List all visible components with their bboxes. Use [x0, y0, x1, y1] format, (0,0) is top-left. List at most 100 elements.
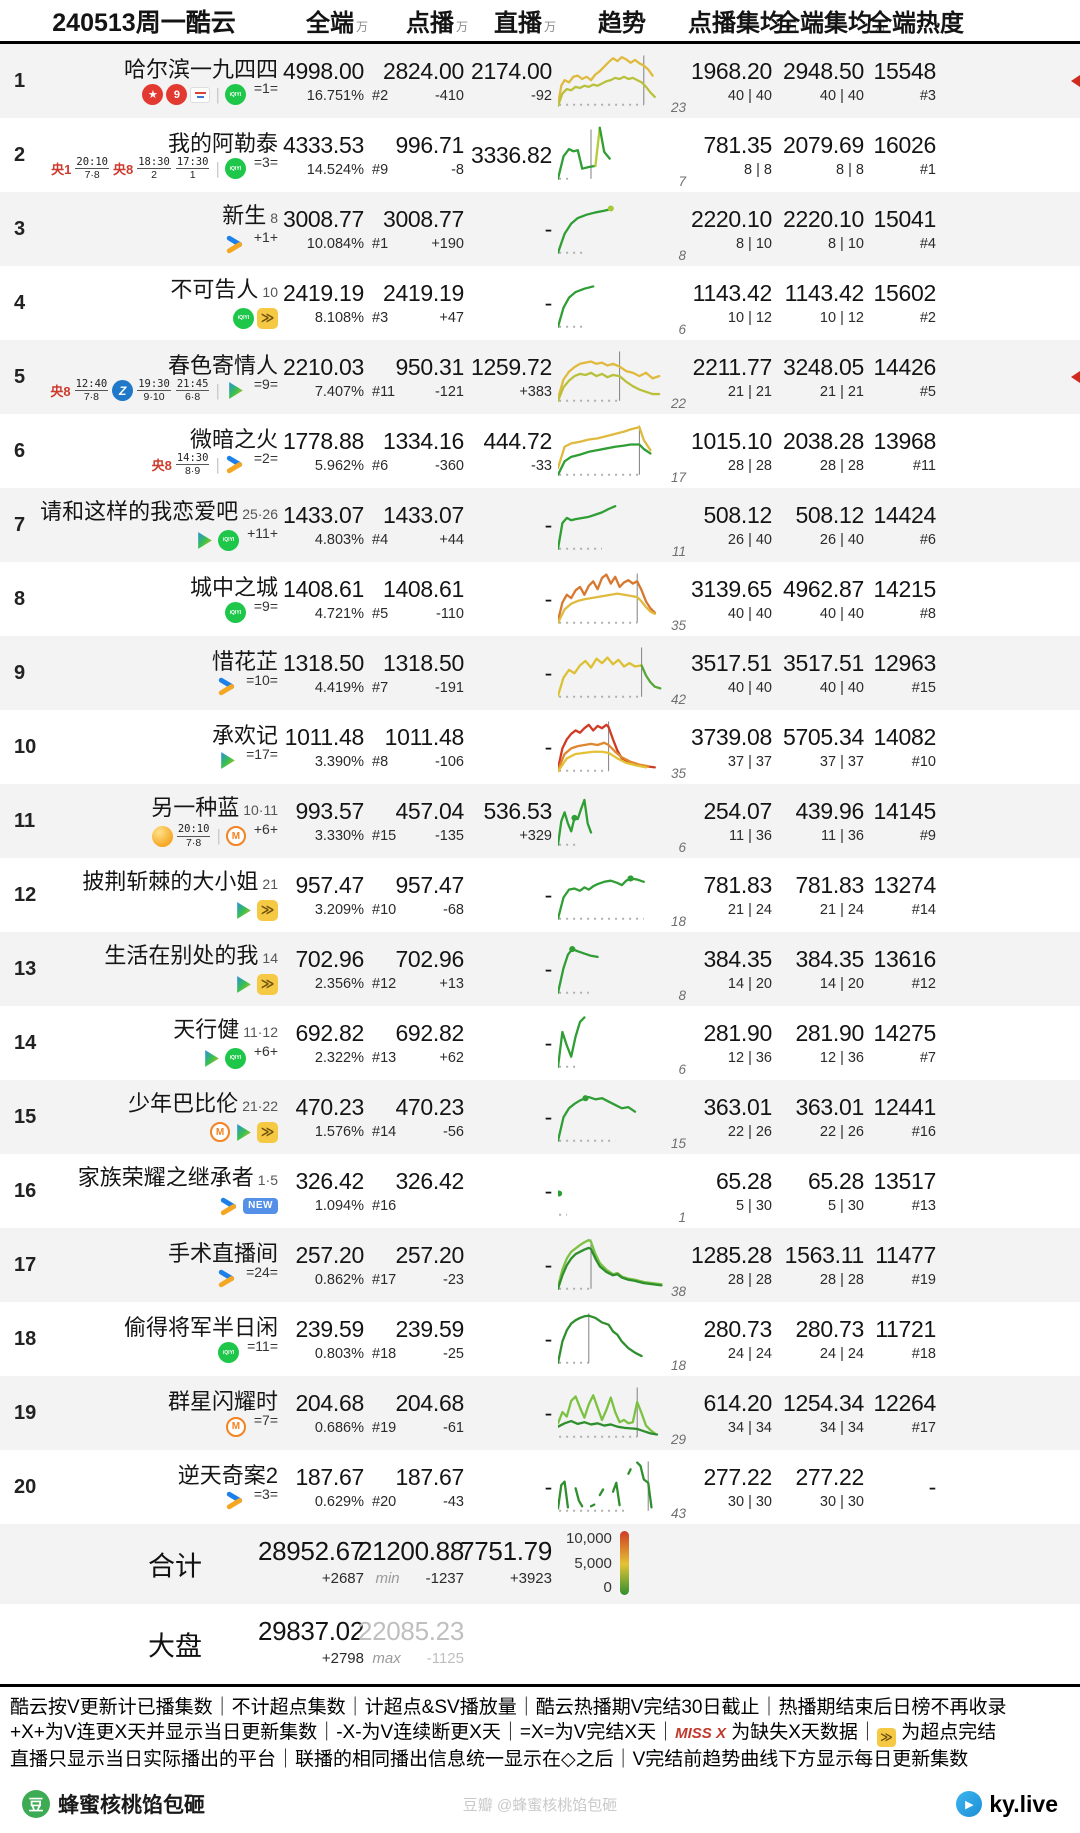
heat-rank: #15 — [911, 680, 936, 696]
vod-avg-episodes: 21 | 24 — [727, 902, 772, 918]
vod-avg-cell: 65.28 5 | 30 — [688, 1154, 776, 1228]
airtime: 20:10 — [176, 823, 211, 837]
trend-cell: 6 — [556, 266, 688, 340]
vod-change: -56 — [443, 1124, 464, 1140]
all-avg-cell: 1563.11 28 | 28 — [776, 1228, 868, 1302]
table-row: 8 城中之城 iQIYI =9= 1408.61 4.721% 1408.61 #5 -110-… — [0, 562, 1080, 636]
drama-title-line: 生活在别处的我 14 — [104, 943, 278, 971]
platform-info-line: =3= — [225, 1486, 278, 1512]
vod-avg-cell: 781.83 21 | 24 — [688, 858, 776, 932]
tencent-video-icon — [233, 1122, 254, 1143]
episode-label: 21·22 — [242, 1098, 278, 1114]
trend-sparkline — [558, 791, 668, 847]
drama-title: 群星闪耀时 — [167, 1388, 278, 1414]
all-platform-value: 326.42 — [295, 1168, 364, 1194]
live-sub: -92 — [468, 88, 552, 104]
rank-change-marker: =1= — [253, 79, 278, 96]
iqiyi-icon: iQIYI — [224, 158, 246, 179]
share-percent: 5.962% — [314, 458, 364, 474]
spacer — [940, 858, 1070, 932]
heat-sub: #17 — [868, 1420, 936, 1436]
drama-name-cell: 我的阿勒泰 央1 20:10 7·8 央8 18:30 2 17:30 1 | iQIYI =3= — [42, 118, 278, 192]
live-value: - — [544, 1400, 553, 1426]
trend-sparkline — [558, 421, 668, 477]
vod-rank: #4 — [372, 532, 389, 548]
all-platform-value: 1408.61 — [282, 576, 364, 602]
all-avg-sub: 40 | 40 — [776, 680, 864, 696]
vod-change: -360 — [434, 458, 464, 474]
vod-cell: 2419.19 #3 +47 — [368, 266, 468, 340]
airtime-episode-fraction: 19:30 9·10 — [137, 378, 171, 403]
kylive-play-icon: ▶ — [956, 1791, 983, 1817]
share-percent: 4.803% — [314, 532, 364, 548]
all-platform-sub: 1.094% — [278, 1198, 364, 1214]
heat-value: 13968 — [873, 428, 937, 454]
platform-info-line: ≫ — [233, 973, 278, 995]
heat-sub: #13 — [868, 1198, 936, 1214]
heat-cell: 15602 #2 — [868, 266, 940, 340]
vod-avg-episodes: 11 | 36 — [728, 828, 772, 844]
vod-avg-episodes: 40 | 40 — [727, 606, 772, 622]
rank-number: 1 — [14, 69, 26, 92]
live-cell: - — [468, 266, 556, 340]
drama-name-cell: 请和这样的我恋爱吧 25·26 iQIYI +11+ — [40, 488, 278, 562]
live-cell: - — [468, 1450, 556, 1524]
spacer — [940, 1006, 1070, 1080]
rank-number: 19 — [14, 1401, 37, 1424]
heat-cell: 15041 #4 — [868, 192, 940, 266]
vod-sub: #20 -43 — [368, 1494, 464, 1510]
heat-rank: #8 — [919, 606, 936, 622]
tencent-video-icon — [194, 530, 215, 551]
trend-cell: 23 — [556, 44, 688, 118]
platform-info-line: =17= — [217, 746, 278, 772]
min-tag: min — [375, 1570, 400, 1587]
col-header-heat: 全端热度 — [868, 10, 964, 37]
all-avg-cell: 363.01 22 | 26 — [776, 1080, 868, 1154]
totals-vod: 21200.88 min -1237 — [357, 1536, 464, 1587]
vod-rank: #17 — [372, 1272, 397, 1288]
airtime-episode-fraction: 17:30 1 — [175, 156, 210, 181]
all-avg-value: 2948.50 — [782, 58, 864, 84]
heat-value: 14145 — [873, 798, 937, 824]
episodes: 7·8 — [83, 391, 99, 403]
platform-info-line: M ≫ — [210, 1121, 278, 1143]
all-platform-value: 1433.07 — [282, 502, 364, 528]
table-row: 20 逆天奇案2 =3= 187.67 0.629% 187.67 #20 -43-43 277… — [0, 1450, 1080, 1524]
totals-all-platform: 28952.67 +2687 — [257, 1536, 364, 1587]
vod-avg-value: 254.07 — [703, 798, 772, 824]
trend-cell: 38 — [556, 1228, 688, 1302]
trend-cell: 35 — [556, 710, 688, 784]
totals-row: 合计 28952.67 +2687 21200.88 min -1237 7751… — [0, 1524, 1080, 1604]
rank-change-marker: =9= — [253, 375, 278, 392]
all-platform-sub: 0.629% — [278, 1494, 364, 1510]
vod-avg-episodes: 40 | 40 — [727, 88, 772, 104]
vod-avg-sub: 30 | 30 — [688, 1494, 772, 1510]
live-value: - — [544, 216, 553, 242]
heat-value: 12441 — [873, 1094, 937, 1120]
vod-cell: 3008.77 #1 +190 — [368, 192, 468, 266]
vod-avg-value: 1015.10 — [690, 428, 772, 454]
platform-info-line: 20:10 7·8 | M +6+ — [151, 821, 278, 848]
spacer — [940, 192, 1070, 266]
platform-info-line: 央8 14:30 8·9 | =2= — [152, 450, 278, 477]
airtime: 12:40 — [74, 377, 109, 391]
all-avg-episodes: 30 | 30 — [819, 1494, 864, 1510]
heat-rank: #5 — [919, 384, 936, 400]
vod-avg-cell: 2220.10 8 | 10 — [688, 192, 776, 266]
live-value: - — [544, 586, 553, 612]
vod-change: -121 — [434, 384, 464, 400]
vod-change: +190 — [431, 236, 464, 252]
all-platform-cell: 957.47 3.209% — [278, 858, 368, 932]
share-percent: 1.094% — [314, 1198, 364, 1214]
episode-label: 1·5 — [257, 1172, 278, 1188]
spacer — [940, 784, 1070, 858]
live-value: - — [544, 290, 553, 316]
vod-cell: 1433.07 #4 +44 — [368, 488, 468, 562]
table-row: 18 偷得将军半日闲 iQIYI =11= 239.59 0.803% 239.59 #18 -… — [0, 1302, 1080, 1376]
totals-live: 7751.79 +3923 — [460, 1536, 552, 1587]
trend-cell: 1 — [556, 1154, 688, 1228]
vod-avg-episodes: 5 | 30 — [735, 1198, 772, 1214]
drama-title-line: 少年巴比伦 21·22 — [128, 1091, 278, 1119]
drama-title: 不可告人 — [170, 277, 259, 302]
live-value: - — [544, 1030, 553, 1056]
